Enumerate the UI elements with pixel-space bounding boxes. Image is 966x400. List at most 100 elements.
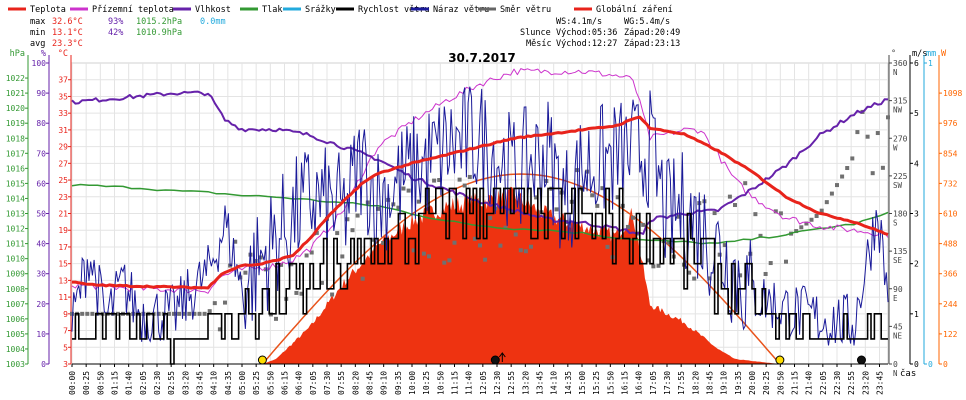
axis-pct-tick-label: 80 bbox=[36, 119, 46, 128]
clear-sky-curve bbox=[261, 173, 780, 365]
wind-direction-point bbox=[472, 236, 477, 241]
wind-direction-point bbox=[279, 262, 284, 267]
legend-label: Směr větru bbox=[500, 5, 551, 15]
axis-hpa-tick-label: 1008 bbox=[6, 285, 25, 294]
axis-temp-tick-label: 31 bbox=[58, 126, 68, 135]
x-tick-label: 09:10 bbox=[380, 371, 389, 395]
series-teplota bbox=[72, 115, 889, 290]
moonset-marker bbox=[856, 355, 866, 365]
legend-label: Teplota bbox=[30, 5, 66, 15]
wind-direction-point bbox=[631, 215, 635, 220]
axis-hpa-tick-label: 1019 bbox=[6, 119, 25, 128]
x-tick-label: 12:55 bbox=[507, 371, 516, 395]
wind-direction-point bbox=[534, 195, 539, 200]
wind-direction-point bbox=[748, 251, 753, 256]
wind-direction-point bbox=[625, 224, 630, 229]
axis-w-tick-label: 244 bbox=[943, 300, 958, 309]
stat-max-label: max bbox=[30, 17, 45, 27]
wind-direction-point bbox=[615, 195, 620, 200]
wind-direction-point bbox=[467, 174, 472, 179]
wind-direction-point bbox=[202, 311, 207, 316]
axis-hpa-tick-label: 1022 bbox=[6, 74, 25, 83]
wind-direction-point bbox=[794, 229, 799, 234]
stat-max-press: 1015.2hPa bbox=[136, 17, 182, 27]
wind-direction-point bbox=[319, 280, 324, 285]
wind-direction-point bbox=[845, 166, 850, 171]
info-sunset: Západ:20:49 bbox=[624, 28, 680, 38]
x-tick-label: 03:45 bbox=[196, 371, 205, 395]
legend-label: Přízemní teplota bbox=[92, 5, 174, 15]
wind-direction-point bbox=[80, 311, 85, 316]
x-tick-label: 16:15 bbox=[621, 371, 630, 395]
axis-temp-tick-label: 35 bbox=[58, 92, 68, 101]
info-wg: WG:5.4m/s bbox=[624, 17, 670, 27]
wind-direction-point bbox=[381, 240, 386, 245]
axes: 1003100410051006100710081009101010111012… bbox=[6, 49, 963, 378]
wind-direction-point bbox=[70, 311, 74, 316]
axis-hpa-tick-label: 1007 bbox=[6, 300, 25, 309]
wind-direction-point bbox=[370, 237, 375, 242]
legend-label: Globální záření bbox=[596, 5, 673, 15]
legend-label: Vlhkost bbox=[195, 5, 231, 15]
axis-temp-tick-label: 7 bbox=[63, 327, 68, 336]
wind-direction-point bbox=[432, 178, 437, 183]
axis-temp-tick-label: 3 bbox=[63, 360, 68, 369]
axis-pct-tick-label: 100 bbox=[32, 59, 47, 68]
x-axis: 00:00 00:25 00:50 01:15 01:40 02:05 02:30 02:55… bbox=[68, 363, 916, 395]
axis-ms-tick-label: 6 bbox=[914, 59, 919, 68]
axis-dir-unit: ° bbox=[891, 49, 896, 59]
wind-direction-point bbox=[416, 199, 421, 204]
axis-w-tick-label: 610 bbox=[943, 210, 958, 219]
x-tick-label: 00:25 bbox=[82, 371, 91, 395]
x-tick-label: 04:35 bbox=[224, 371, 233, 395]
x-tick-label: 23:45 bbox=[876, 371, 885, 395]
wind-direction-point bbox=[345, 217, 350, 222]
wind-direction-point bbox=[763, 271, 768, 276]
x-tick-label: 03:20 bbox=[181, 371, 190, 395]
x-tick-label: 21:15 bbox=[791, 371, 800, 395]
axis-dir-dir-label: E bbox=[893, 294, 898, 303]
axis-ms-tick-label: 4 bbox=[914, 159, 919, 168]
axis-temp-tick-label: 5 bbox=[63, 343, 68, 352]
axis-temp-tick-label: 11 bbox=[58, 293, 68, 302]
axis-hpa-unit: hPa bbox=[10, 49, 25, 59]
axis-pct-unit: % bbox=[41, 49, 46, 59]
stat-max-hum: 93% bbox=[108, 17, 123, 27]
x-tick-label: 11:40 bbox=[465, 371, 474, 395]
axis-hpa-tick-label: 1011 bbox=[6, 240, 25, 249]
axis-dir-tick-label: 90 bbox=[893, 285, 903, 294]
x-tick-label: 05:50 bbox=[266, 371, 275, 395]
x-tick-label: 17:55 bbox=[677, 371, 686, 395]
x-tick-label: 00:00 bbox=[68, 371, 77, 395]
axis-dir-tick-label: 270 bbox=[893, 134, 908, 143]
wind-direction-point bbox=[299, 291, 304, 296]
wind-direction-point bbox=[462, 183, 467, 188]
axis-ms-tick-label: 5 bbox=[914, 109, 919, 118]
axis-w-tick-label: 1098 bbox=[943, 89, 962, 98]
wind-direction-point bbox=[865, 134, 870, 139]
wind-direction-point bbox=[498, 243, 503, 248]
axis-dir-dir-label: SE bbox=[893, 256, 903, 265]
legend-label: Rychlost větru bbox=[358, 5, 430, 15]
x-tick-label: 18:20 bbox=[691, 371, 700, 395]
axis-dir-dir-label: S bbox=[893, 219, 898, 228]
axis-temp-tick-label: 13 bbox=[58, 276, 68, 285]
x-tick-label: 16:40 bbox=[635, 371, 644, 395]
wind-direction-point bbox=[773, 209, 778, 214]
axis-hpa-tick-label: 1013 bbox=[6, 210, 25, 219]
axis-pct-tick-label: 90 bbox=[36, 89, 46, 98]
axis-temp-tick-label: 33 bbox=[58, 109, 68, 118]
wind-direction-point bbox=[850, 156, 855, 161]
axis-dir-tick-label: 315 bbox=[893, 97, 908, 106]
axis-dir-dir-label: SW bbox=[893, 181, 903, 190]
x-tick-label: 20:00 bbox=[748, 371, 757, 395]
axis-temp-tick-label: 9 bbox=[63, 310, 68, 319]
wind-direction-point bbox=[513, 232, 518, 237]
x-tick-label: 20:25 bbox=[762, 371, 771, 395]
info-moonset: Západ:23:13 bbox=[624, 39, 680, 49]
axis-temp-tick-label: 17 bbox=[58, 243, 68, 252]
axis-temp-tick-label: 37 bbox=[58, 76, 68, 85]
axis-mm-tick-label: 1 bbox=[928, 59, 933, 68]
wind-direction-point bbox=[814, 214, 819, 219]
